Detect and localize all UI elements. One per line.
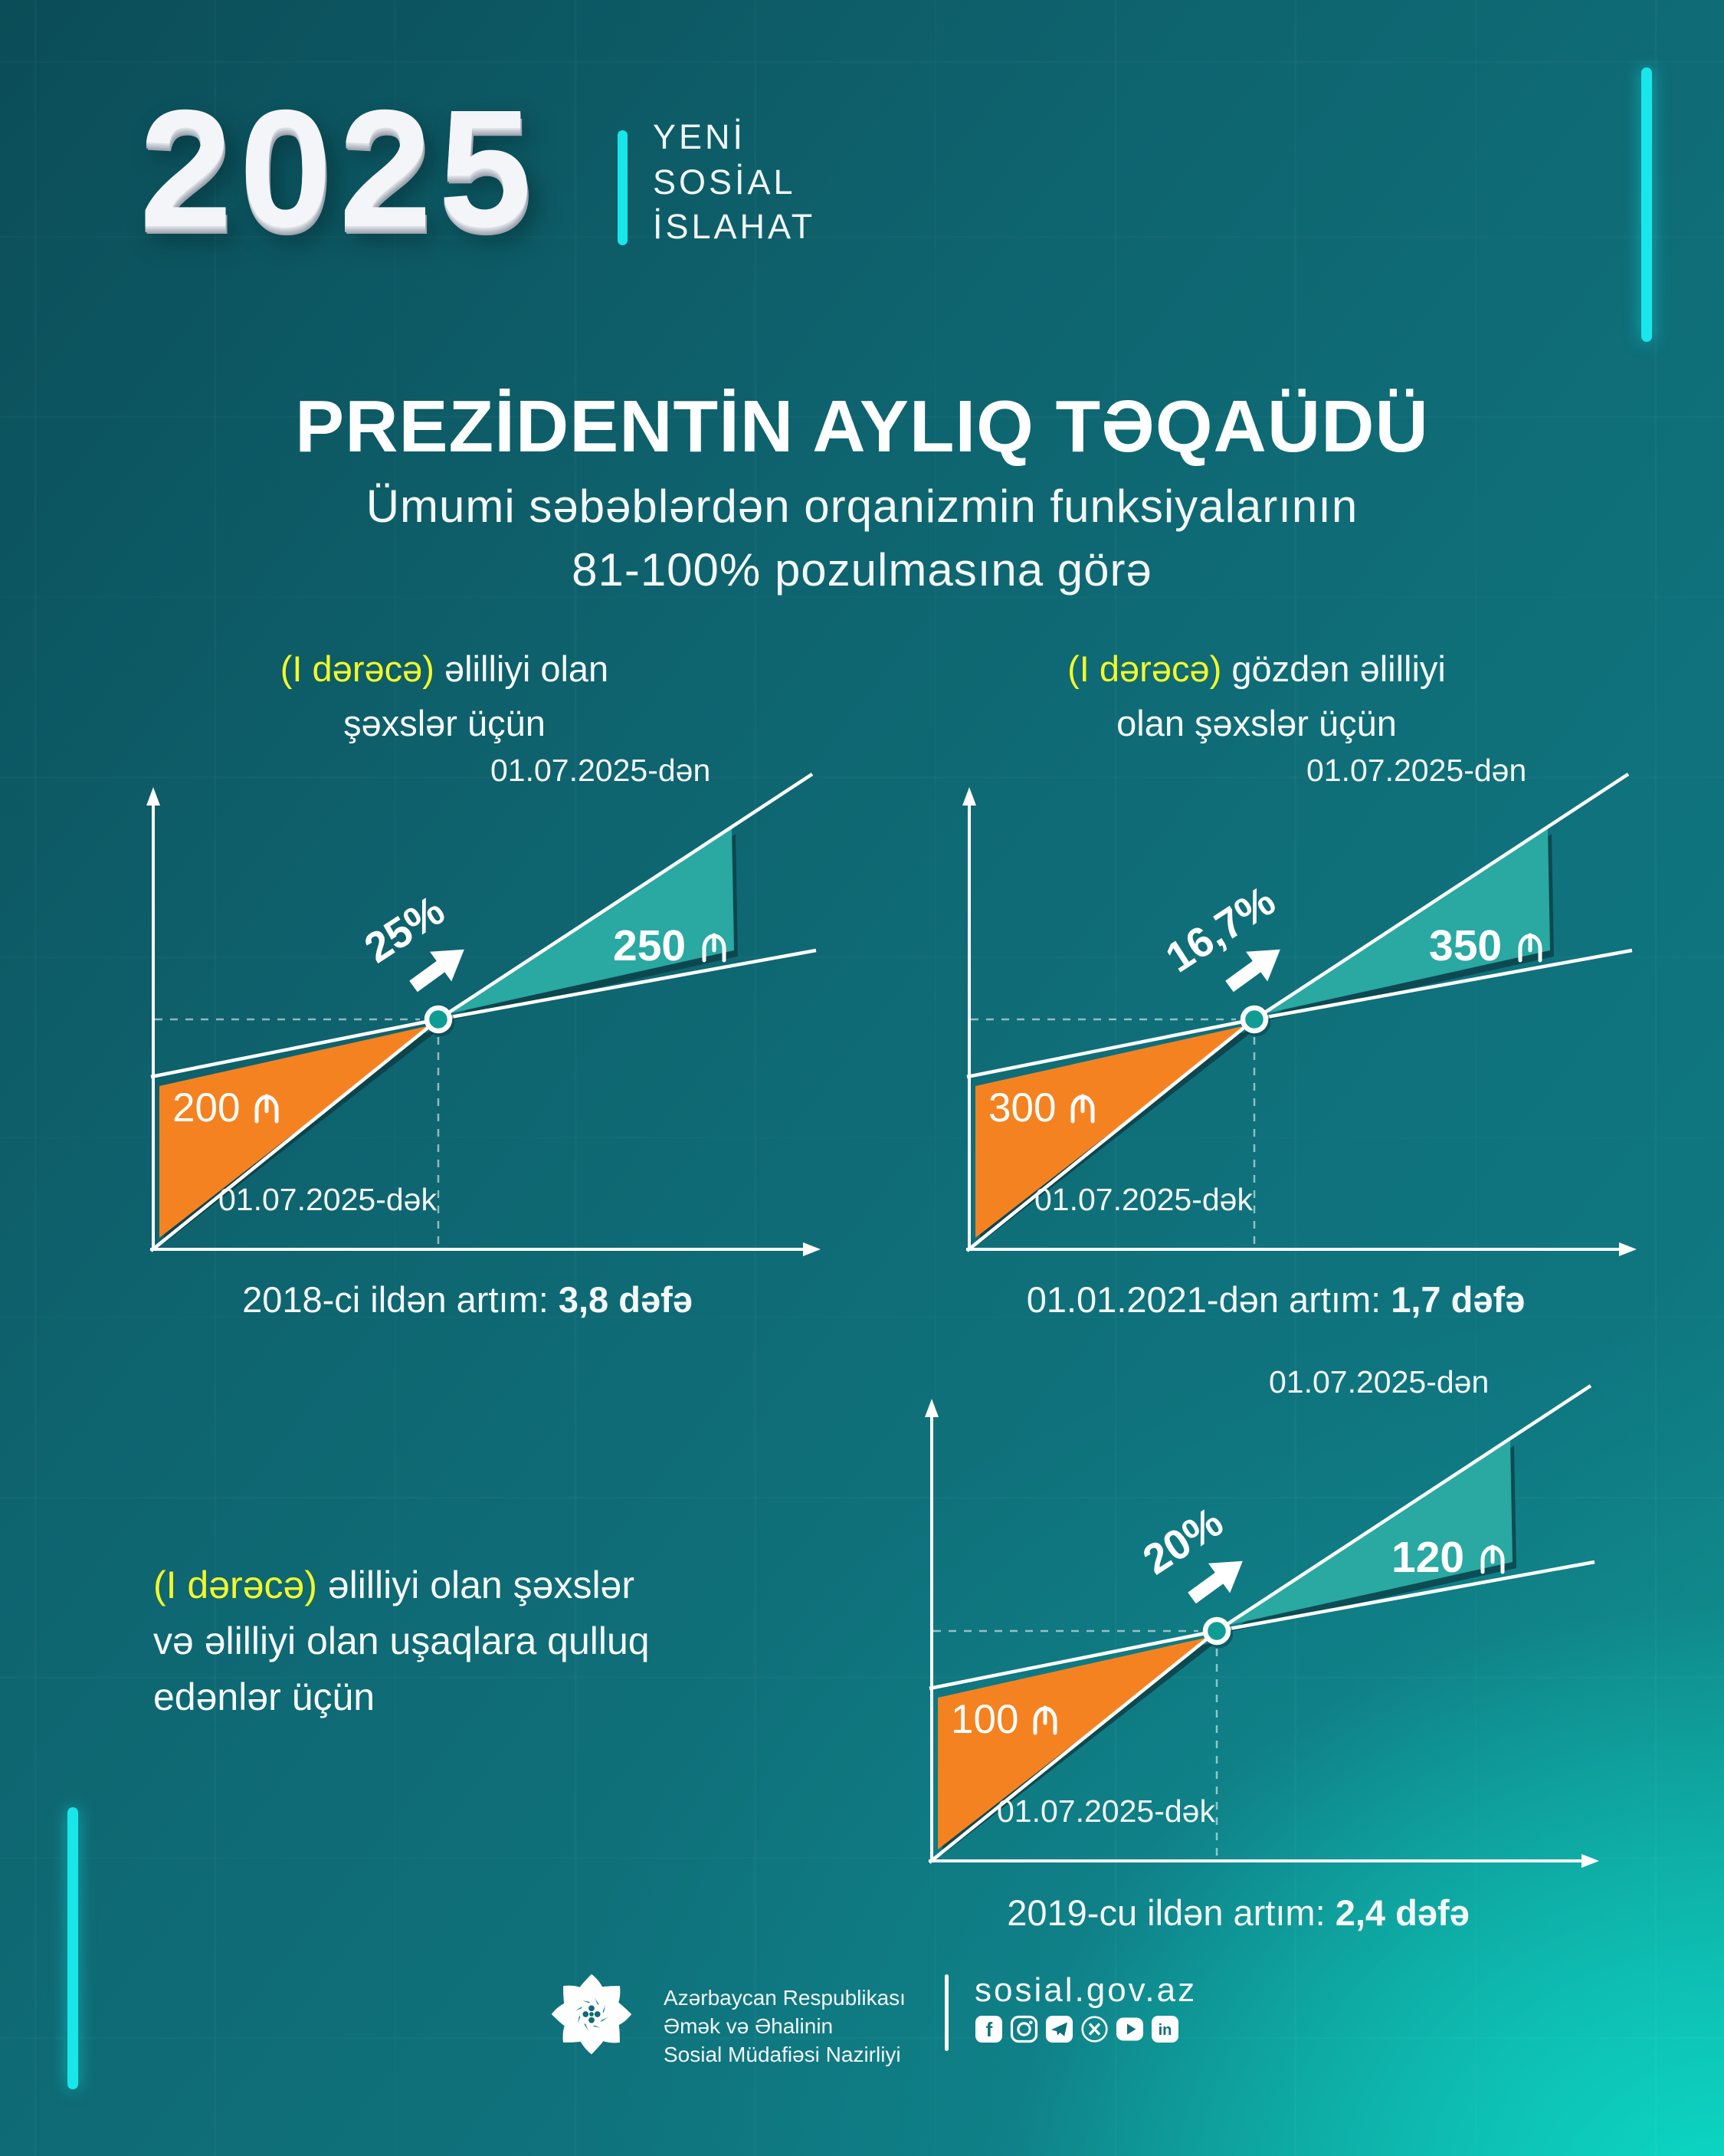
x-twitter-icon[interactable] (1080, 2015, 1109, 2043)
chart2-header: (I dərəcə) gözdən əlilliyi olan şəxslər … (919, 642, 1594, 750)
chart2-caption-prefix: 01.01.2021-dən artım: (1026, 1279, 1391, 1320)
tagline: YENİ SOSİAL İSLAHAT (653, 115, 815, 250)
chart1-before-date: 01.07.2025-dək (218, 1182, 437, 1217)
svg-text:f: f (986, 2018, 993, 2041)
social-icons-row: f in (975, 2015, 1179, 2043)
chart3-after-value: 120 (1391, 1533, 1464, 1582)
manat-icon (1480, 1544, 1505, 1574)
chart3-header-rest3: edənlər üçün (153, 1675, 375, 1718)
manat-icon (1518, 933, 1542, 963)
chart3-transition-dot (1202, 1616, 1231, 1646)
chart1-increase-arrow-icon (409, 949, 464, 993)
telegram-icon[interactable] (1045, 2015, 1073, 2043)
chart2-header-degree: (I dərəcə) (1067, 648, 1222, 689)
chart1-transition-dot (424, 1005, 453, 1034)
instagram-icon[interactable] (1010, 2015, 1038, 2043)
chart2-before-value: 300 (988, 1085, 1056, 1131)
chart2-header-rest1: gözdən əlilliyi (1221, 648, 1446, 689)
chart1-caption-value: 3,8 dəfə (558, 1279, 693, 1320)
ministry-name-line-1: Azərbaycan Respublikası (664, 1986, 906, 2010)
chart3-header-rest1: əlilliyi olan şəxslər (316, 1564, 635, 1606)
page-subtitle: Ümumi səbəblərdən orqanizmin funksiyalar… (0, 475, 1724, 602)
ministry-logo (551, 1974, 632, 2055)
chart3-caption: 2019-cu ildən artım: 2,4 dəfə (870, 1892, 1606, 1934)
chart1-after-date: 01.07.2025-dən (490, 755, 710, 788)
chart1-before-after-plot: 25% 01.07.2025-dən 01.07.2025-dək 250 20… (146, 755, 821, 1256)
chart1-header-rest1: əlilliyi olan (434, 648, 609, 689)
youtube-icon[interactable] (1116, 2015, 1144, 2043)
website-link[interactable]: sosial.gov.az (975, 1971, 1198, 2009)
chart3-y-axis-arrow (925, 1399, 939, 1417)
chart3-x-axis-arrow (1581, 1854, 1599, 1868)
chart3-header-degree: (I dərəcə) (153, 1564, 317, 1606)
chart2-y-axis-arrow (962, 787, 976, 806)
facebook-icon[interactable]: f (975, 2015, 1003, 2043)
chart1-header-degree: (I dərəcə) (280, 648, 434, 689)
chart3-header-rest2: və əlilliyi olan uşaqlara qulluq (153, 1619, 650, 1662)
chart2-caption-value: 1,7 dəfə (1391, 1279, 1526, 1320)
chart1-after-value: 250 (613, 921, 686, 970)
chart2-increase-arrow-icon (1225, 949, 1280, 993)
chart2-transition-dot (1240, 1005, 1269, 1034)
chart1-y-axis-arrow (146, 787, 160, 806)
chart2-caption: 01.01.2021-dən artım: 1,7 dəfə (908, 1278, 1644, 1321)
chart2-before-date: 01.07.2025-dək (1034, 1182, 1253, 1217)
chart2-x-axis-arrow (1619, 1242, 1637, 1256)
chart3-header: (I dərəcə) əlilliyi olan şəxslər və əlil… (153, 1557, 858, 1725)
tagline-divider-bar (618, 130, 628, 245)
chart2-after-value: 350 (1429, 921, 1502, 970)
chart3-before-date: 01.07.2025-dək (997, 1793, 1215, 1829)
tagline-line-1: YENİ (653, 117, 746, 156)
chart3-before-value: 100 (951, 1697, 1018, 1742)
linkedin-icon[interactable]: in (1151, 2015, 1179, 2043)
chart1-header-rest2: şəxslər üçün (343, 702, 546, 743)
footer-divider (945, 1974, 949, 2051)
accent-bar-top-right (1641, 67, 1652, 342)
manat-icon (1033, 1705, 1057, 1735)
tagline-line-2: SOSİAL (653, 162, 796, 202)
manat-icon (702, 933, 726, 963)
manat-icon (1070, 1094, 1095, 1124)
tagline-line-3: İSLAHAT (653, 207, 816, 246)
chart2-header-rest2: olan şəxslər üçün (1116, 702, 1397, 743)
chart1-x-axis-arrow (803, 1242, 821, 1256)
chart3-caption-prefix: 2019-cu ildən artım: (1007, 1892, 1336, 1933)
chart3-before-after-plot: 20% 01.07.2025-dən 01.07.2025-dək 120 10… (925, 1367, 1599, 1868)
ministry-name-line-3: Sosial Müdafiəsi Nazirliyi (664, 2043, 901, 2067)
subtitle-line-2: 81-100% pozulmasına görə (572, 543, 1152, 596)
chart3-after-date: 01.07.2025-dən (1269, 1367, 1489, 1400)
svg-text:in: in (1159, 2022, 1172, 2039)
chart3-caption-value: 2,4 dəfə (1335, 1892, 1470, 1933)
chart2-after-date: 01.07.2025-dən (1306, 755, 1526, 788)
page-title: PREZİDENTİN AYLIQ TƏQAÜDÜ (295, 386, 1429, 468)
chart2-before-after-plot: 16,7% 01.07.2025-dən 01.07.2025-dək 350 … (962, 755, 1637, 1256)
chart2-baseline (966, 948, 1633, 1079)
chart1-baseline (150, 948, 817, 1079)
chart1-before-value: 200 (172, 1085, 240, 1131)
chart3-increase-arrow-icon (1188, 1560, 1243, 1604)
subtitle-line-1: Ümumi səbəblərdən orqanizmin funksiyalar… (365, 481, 1359, 532)
accent-bar-bottom-left (67, 1807, 78, 2089)
chart1-header: (I dərəcə) əlilliyi olan şəxslər üçün (107, 642, 782, 750)
chart3-baseline (929, 1560, 1595, 1691)
ministry-name-line-2: Əmək və Əhalinin (664, 2014, 834, 2039)
manat-icon (254, 1094, 279, 1124)
chart1-caption: 2018-ci ildən artım: 3,8 dəfə (100, 1278, 835, 1321)
year-3d-text: 2025 (139, 76, 539, 262)
ministry-name: Azərbaycan Respublikası Əmək və Əhalinin… (664, 1984, 906, 2069)
chart1-caption-prefix: 2018-ci ildən artım: (242, 1279, 559, 1320)
